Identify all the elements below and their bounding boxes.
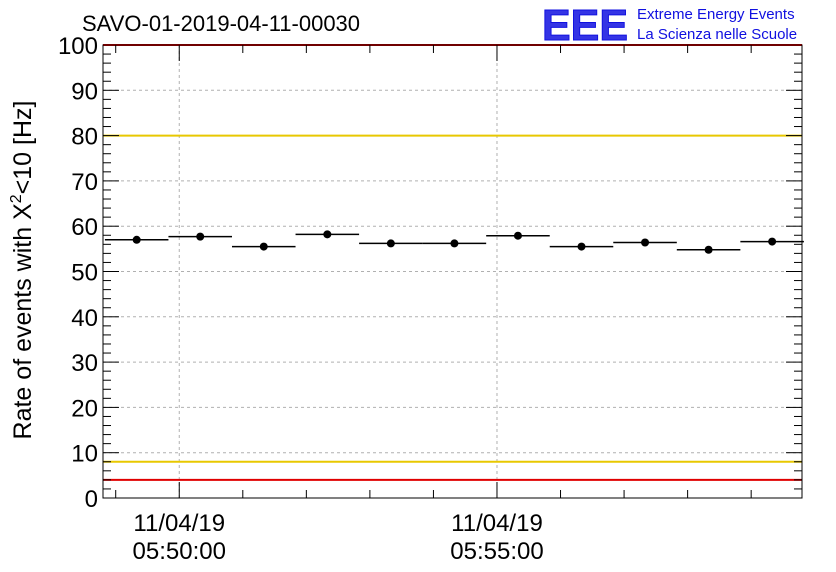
data-point bbox=[768, 237, 777, 246]
y-tick-label: 80 bbox=[71, 124, 98, 151]
y-tick-label: 10 bbox=[71, 441, 98, 468]
data-point bbox=[513, 231, 522, 240]
y-axis-label: Rate of events with X2<10 [Hz] bbox=[8, 101, 37, 440]
y-tick-label: 50 bbox=[71, 260, 98, 287]
data-series bbox=[104, 230, 804, 254]
x-tick-label-date: 11/04/19 bbox=[451, 510, 543, 537]
y-axis-label-base: Rate of events with X bbox=[9, 203, 37, 440]
y-tick-label: 60 bbox=[71, 214, 98, 241]
y-tick-label: 30 bbox=[71, 350, 98, 377]
y-tick-label: 100 bbox=[58, 33, 98, 60]
data-point bbox=[577, 242, 586, 251]
data-point bbox=[450, 239, 459, 248]
data-point bbox=[196, 232, 205, 241]
y-axis-label-tail: <10 [Hz] bbox=[9, 101, 37, 195]
x-tick-label-date: 11/04/19 bbox=[133, 510, 225, 537]
y-axis-label-sup: 2 bbox=[8, 194, 25, 203]
data-point bbox=[386, 239, 395, 248]
grid-layer bbox=[103, 45, 802, 498]
x-tick-label-time: 05:50:00 bbox=[133, 538, 226, 565]
data-point bbox=[132, 235, 141, 244]
logo: EEE Extreme Energy Events La Scienza nel… bbox=[542, 1, 798, 51]
logo-line2: La Scienza nelle Scuole bbox=[637, 26, 797, 43]
data-point bbox=[323, 230, 332, 239]
y-tick-label: 70 bbox=[71, 169, 98, 196]
logo-mark: EEE bbox=[542, 1, 628, 50]
axis-ticks: 010203040506070809010011/04/1905:50:0011… bbox=[58, 33, 802, 565]
y-tick-label: 0 bbox=[85, 486, 98, 513]
data-point bbox=[641, 238, 650, 247]
data-point bbox=[259, 242, 268, 251]
data-point bbox=[704, 245, 713, 254]
y-tick-label: 40 bbox=[71, 305, 98, 332]
y-tick-label: 90 bbox=[71, 78, 98, 105]
reference-lines bbox=[103, 44, 802, 481]
x-tick-label-time: 05:55:00 bbox=[450, 538, 543, 565]
logo-line1: Extreme Energy Events bbox=[637, 6, 795, 23]
chart-title: SAVO-01-2019-04-11-00030 bbox=[82, 11, 360, 36]
y-tick-label: 20 bbox=[71, 395, 98, 422]
